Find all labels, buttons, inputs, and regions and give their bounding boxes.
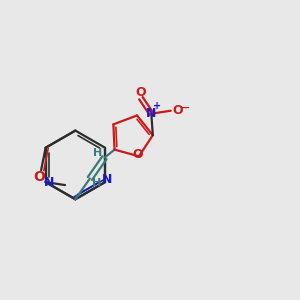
Text: O: O <box>34 170 46 184</box>
Text: +: + <box>153 101 161 111</box>
Text: N: N <box>102 173 113 186</box>
Text: N: N <box>44 176 54 189</box>
Text: O: O <box>132 148 143 161</box>
Text: O: O <box>135 86 146 99</box>
Text: O: O <box>172 103 183 117</box>
Text: H: H <box>93 148 102 158</box>
Text: −: − <box>180 103 190 113</box>
Text: H: H <box>92 178 101 188</box>
Text: N: N <box>146 107 157 120</box>
